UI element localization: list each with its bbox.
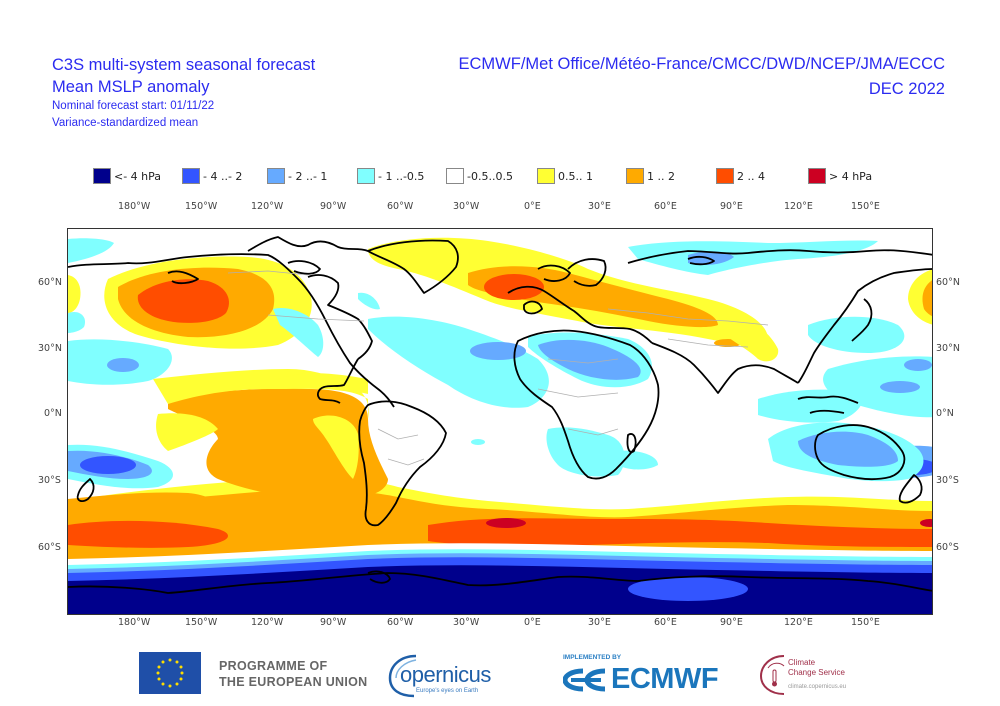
legend-swatch bbox=[716, 168, 734, 184]
lon-label: 0°E bbox=[524, 201, 541, 212]
lat-label: 30°N bbox=[38, 343, 62, 354]
copernicus-wordmark: opernicus bbox=[400, 662, 491, 687]
copernicus-arc-icon bbox=[388, 654, 417, 698]
chart-title: C3S multi-system seasonal forecast bbox=[52, 56, 316, 74]
lon-label: 30°W bbox=[453, 201, 480, 212]
lat-label: 30°N bbox=[936, 343, 960, 354]
legend-item: > 4 hPa bbox=[808, 168, 888, 184]
legend-item: 1 .. 2 bbox=[626, 168, 716, 184]
lat-label: 0°N bbox=[936, 408, 954, 419]
color-legend: <- 4 hPa - 4 ..- 2 - 2 ..- 1 - 1 ..-0.5 … bbox=[93, 165, 888, 187]
anomaly-field bbox=[68, 229, 932, 614]
lon-label: 120°W bbox=[251, 201, 284, 212]
lon-label: 0°E bbox=[524, 617, 541, 628]
legend-item: 2 .. 4 bbox=[716, 168, 808, 184]
copernicus-tagline: Europe's eyes on Earth bbox=[416, 688, 479, 694]
legend-item: - 4 ..- 2 bbox=[182, 168, 267, 184]
country-borders bbox=[227, 270, 769, 466]
legend-item: 0.5.. 1 bbox=[537, 168, 626, 184]
ecmwf-wordmark: ECMWF bbox=[611, 663, 719, 695]
lon-label: 150°W bbox=[185, 201, 218, 212]
lat-label: 60°S bbox=[38, 542, 61, 553]
lon-label: 60°E bbox=[654, 617, 677, 628]
legend-item: - 2 ..- 1 bbox=[267, 168, 357, 184]
lon-label: 120°E bbox=[784, 201, 813, 212]
lon-label: 60°W bbox=[387, 201, 414, 212]
lon-label: 60°W bbox=[387, 617, 414, 628]
legend-item: - 1 ..-0.5 bbox=[357, 168, 446, 184]
ecmwf-emblem-icon bbox=[563, 668, 606, 692]
c3s-url: climate.copernicus.eu bbox=[788, 684, 847, 690]
legend-swatch bbox=[626, 168, 644, 184]
legend-swatch bbox=[267, 168, 285, 184]
lon-label: 180°W bbox=[118, 617, 151, 628]
lon-label: 30°E bbox=[588, 617, 611, 628]
valid-month: DEC 2022 bbox=[868, 80, 945, 98]
implemented-by-label: IMPLEMENTED BY bbox=[563, 654, 622, 661]
coastlines bbox=[68, 236, 932, 594]
lat-label: 30°S bbox=[38, 475, 61, 486]
c3s-thermometer-icon bbox=[759, 655, 785, 695]
eu-flag-icon bbox=[139, 652, 201, 694]
lat-label: 0°N bbox=[44, 408, 62, 419]
legend-swatch bbox=[357, 168, 375, 184]
forecast-start: Nominal forecast start: 01/11/22 bbox=[52, 100, 215, 112]
lon-label: 30°W bbox=[453, 617, 480, 628]
title-right-block: ECMWF/Met Office/Météo-France/CMCC/DWD/N… bbox=[459, 52, 946, 102]
legend-swatch bbox=[93, 168, 111, 184]
copernicus-logo: opernicus Europe's eyes on Earth bbox=[386, 650, 516, 700]
lon-label: 120°E bbox=[784, 617, 813, 628]
legend-swatch bbox=[182, 168, 200, 184]
lat-label: 30°S bbox=[936, 475, 959, 486]
lat-label: 60°N bbox=[936, 277, 960, 288]
chart-variable: Mean MSLP anomaly bbox=[52, 78, 210, 96]
lon-label: 60°E bbox=[654, 201, 677, 212]
lon-label: 150°E bbox=[851, 617, 880, 628]
lon-label: 90°E bbox=[720, 201, 743, 212]
eu-programme-text: PROGRAMME OF THE EUROPEAN UNION bbox=[219, 659, 368, 689]
ecmwf-logo: IMPLEMENTED BY ECMWF bbox=[563, 652, 733, 702]
legend-item: <- 4 hPa bbox=[93, 168, 182, 184]
lon-label: 30°E bbox=[588, 201, 611, 212]
lat-label: 60°S bbox=[936, 542, 959, 553]
lon-label: 90°W bbox=[320, 201, 347, 212]
legend-item: -0.5..0.5 bbox=[446, 168, 537, 184]
lon-label: 150°E bbox=[851, 201, 880, 212]
method-note: Variance-standardized mean bbox=[52, 117, 199, 129]
lon-label: 90°W bbox=[320, 617, 347, 628]
lon-label: 150°W bbox=[185, 617, 218, 628]
title-block: C3S multi-system seasonal forecast Mean … bbox=[52, 54, 315, 132]
c3s-name: Climate Change Service bbox=[788, 658, 845, 677]
footer-logos: PROGRAMME OF THE EUROPEAN UNION opernicu… bbox=[0, 640, 1000, 706]
lon-label: 180°W bbox=[118, 201, 151, 212]
lon-label: 120°W bbox=[251, 617, 284, 628]
mslp-anomaly-map bbox=[67, 228, 933, 615]
legend-swatch bbox=[446, 168, 464, 184]
lon-label: 90°E bbox=[720, 617, 743, 628]
lat-label: 60°N bbox=[38, 277, 62, 288]
c3s-logo: Climate Change Service climate.copernicu… bbox=[758, 650, 898, 700]
legend-swatch bbox=[537, 168, 555, 184]
contributing-centres: ECMWF/Met Office/Météo-France/CMCC/DWD/N… bbox=[458, 55, 946, 73]
legend-swatch bbox=[808, 168, 826, 184]
